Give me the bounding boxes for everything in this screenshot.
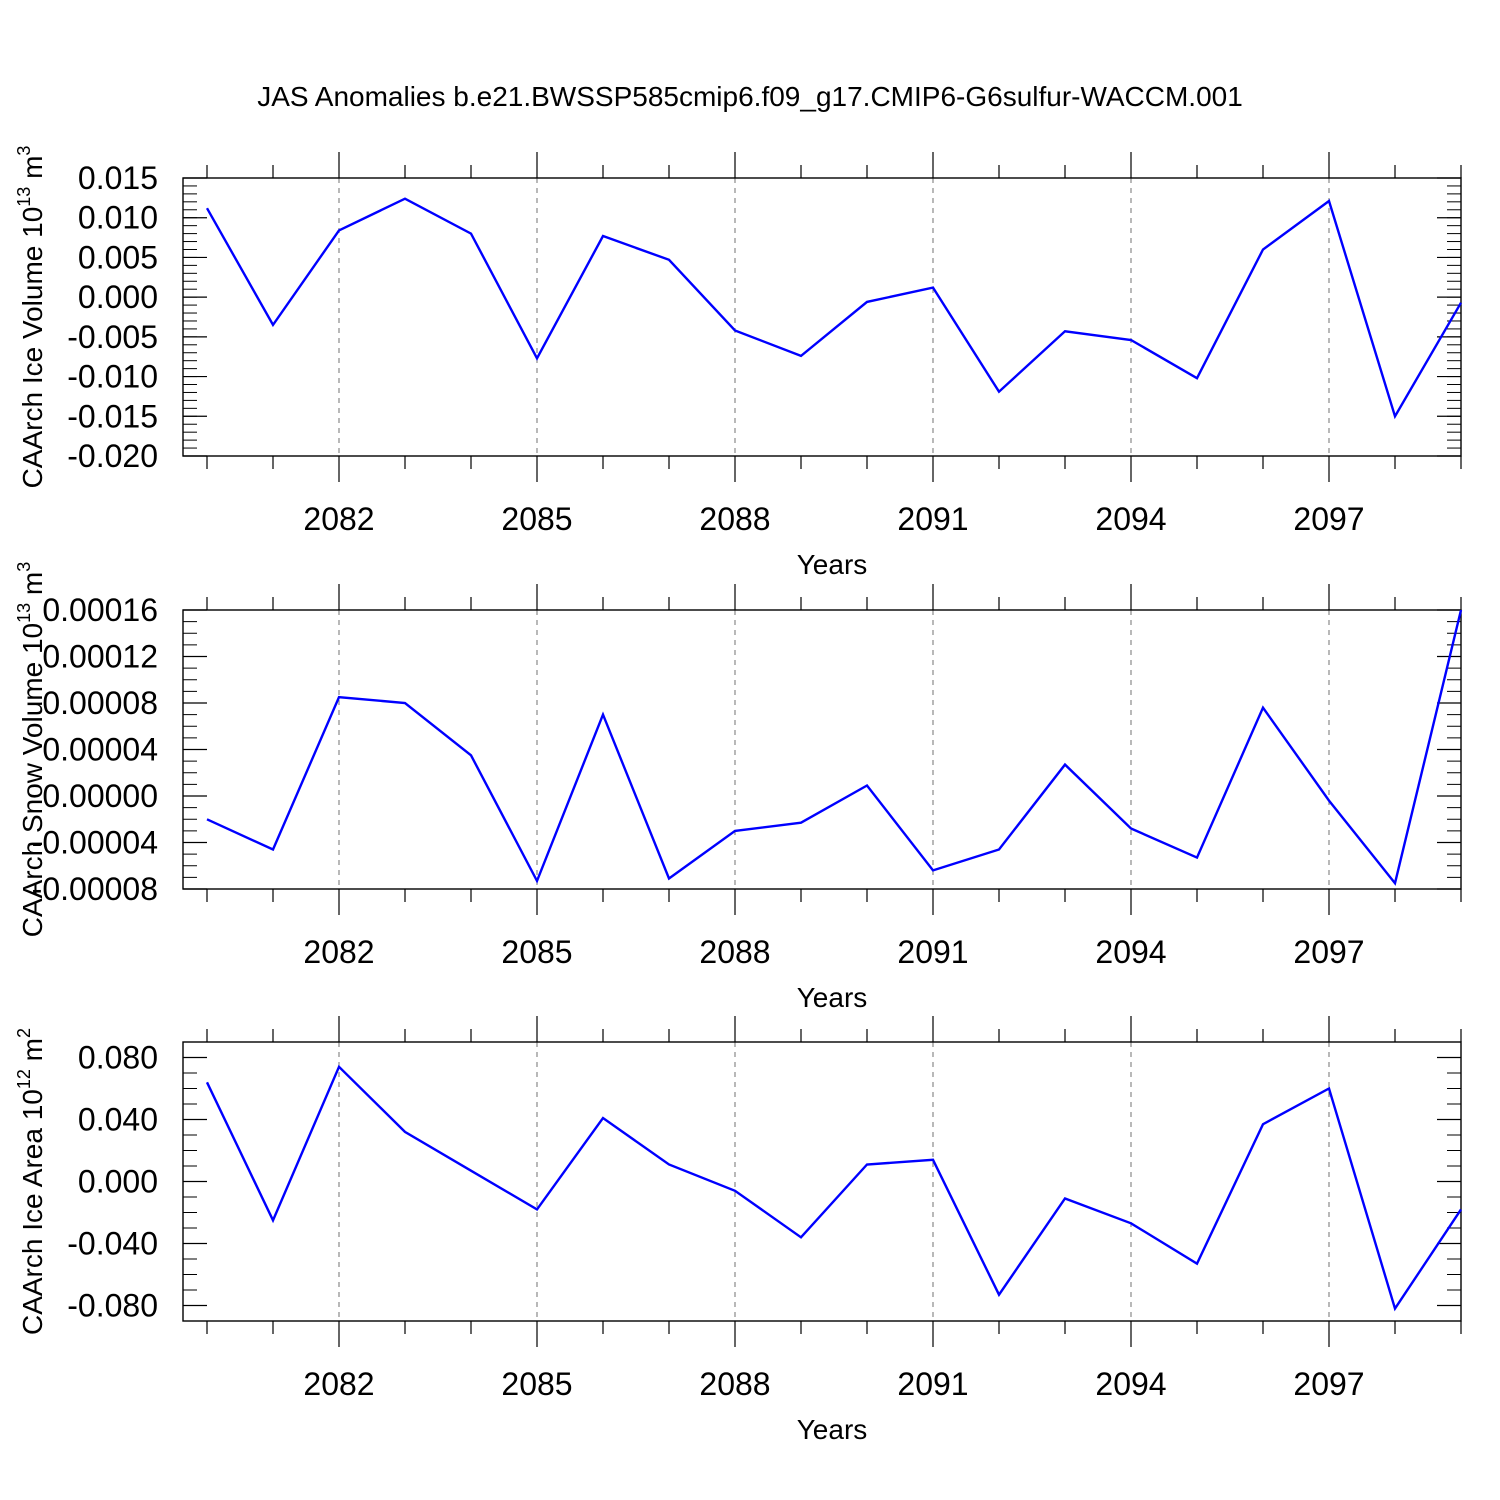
y-tick-label: 0.040 [78, 1102, 158, 1138]
x-tick-label: 2094 [1095, 934, 1166, 970]
plot-frame [182, 177, 1462, 457]
y-tick-label: 0.000 [78, 279, 158, 315]
x-tick-label: 2091 [897, 934, 968, 970]
x-axis-label: Years [797, 1414, 868, 1445]
y-tick-label: 0.00004 [42, 732, 158, 768]
x-tick-label: 2085 [501, 934, 572, 970]
x-axis-label: Years [797, 982, 868, 1013]
x-tick-label: 2097 [1293, 501, 1364, 537]
series-line [206, 609, 1463, 886]
x-tick-label: 2088 [699, 1366, 770, 1402]
y-tick-label: 0.080 [78, 1040, 158, 1076]
x-tick-label: 2097 [1293, 1366, 1364, 1402]
y-tick-label: 0.000 [78, 1164, 158, 1200]
y-tick-label: -0.015 [67, 398, 158, 434]
panel-3: 2082 2085 2088 2091 2094 2097 -0.080 -0.040 0.00… [14, 1016, 1462, 1445]
x-tick-label: 2091 [897, 501, 968, 537]
y-tick-label: -0.080 [67, 1288, 158, 1324]
x-tick-label: 2094 [1095, 501, 1166, 537]
y-tick-label: -0.010 [67, 359, 158, 395]
x-axis-label: Years [797, 549, 868, 580]
series-line [205, 1064, 1462, 1312]
x-tick-label: 2091 [897, 1366, 968, 1402]
y-tick-label: 0.00016 [42, 592, 158, 628]
plot-frame [182, 609, 1462, 890]
y-tick-label: 0.010 [78, 200, 158, 236]
y-axis-label: CAArch Ice Volume 1013 m3 [14, 146, 48, 489]
y-tick-label: 0.00012 [42, 639, 158, 675]
y-tick-label: -0.005 [67, 319, 158, 355]
y-tick-label: 0.00008 [42, 685, 158, 721]
y-tick-label: -0.040 [67, 1226, 158, 1262]
x-tick-label: 2082 [303, 1366, 374, 1402]
panel-2: 2082 2085 2088 2091 2094 2097 -0.00008 -0.00004… [14, 562, 1463, 1013]
x-tick-label: 2082 [303, 501, 374, 537]
plot-frame [182, 1041, 1462, 1322]
x-tick-label: 2088 [699, 501, 770, 537]
y-tick-label: 0.005 [78, 239, 158, 275]
y-tick-label: -0.00004 [32, 825, 158, 861]
x-tick-label: 2085 [501, 1366, 572, 1402]
y-tick-label: 0.00000 [42, 778, 158, 814]
y-tick-label: -0.00008 [32, 871, 158, 907]
y-axis-label: CAArch Snow Volume 1013 m3 [14, 562, 48, 938]
series-line [205, 197, 1463, 420]
x-tick-label: 2082 [303, 934, 374, 970]
x-tick-label: 2094 [1095, 1366, 1166, 1402]
panel-1: 2082 2085 2088 2091 2094 2097-0.020-0.015-0.0… [14, 146, 1463, 580]
figure-title: JAS Anomalies b.e21.BWSSP585cmip6.f09_g1… [257, 81, 1243, 112]
x-tick-label: 2097 [1293, 934, 1364, 970]
y-tick-label: -0.020 [67, 438, 158, 474]
y-tick-label: 0.015 [78, 160, 158, 196]
x-tick-label: 2085 [501, 501, 572, 537]
y-axis-label: CAArch Ice Area 1012 m2 [14, 1028, 48, 1335]
x-tick-label: 2088 [699, 934, 770, 970]
